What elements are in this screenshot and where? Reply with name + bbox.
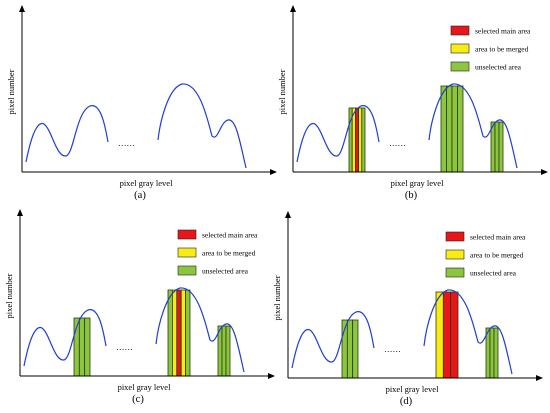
panel-caption: (c) (132, 394, 144, 405)
area-band (171, 289, 178, 377)
legend-swatch (177, 229, 197, 240)
legend-swatch (445, 249, 465, 260)
area-band (446, 85, 453, 173)
area-band (352, 319, 359, 379)
histogram-curve (291, 289, 513, 375)
area-band (457, 85, 464, 173)
area-band (498, 121, 504, 173)
y-axis-arrow (17, 209, 23, 216)
histogram-curve (25, 83, 247, 169)
x-axis-label: pixel gray level (391, 178, 445, 188)
area-band (489, 327, 495, 379)
histogram-curve (296, 83, 518, 169)
area-band (346, 319, 354, 379)
y-axis-label: pixel number (272, 275, 282, 320)
area-band (180, 289, 186, 377)
legend: selected main area area to be merged unsel… (177, 229, 258, 276)
x-axis-arrow (268, 373, 275, 379)
area-band (78, 317, 86, 377)
area-band (351, 107, 356, 173)
peak-bands (217, 325, 231, 377)
x-axis-label: pixel gray level (118, 382, 172, 392)
panel-caption: (b) (405, 190, 418, 201)
x-axis-arrow (536, 375, 543, 381)
peak-bands (167, 289, 191, 377)
legend-swatch (450, 25, 470, 36)
legend: selected main area area to be merged unsel… (450, 25, 531, 72)
area-band (84, 317, 91, 377)
area-band (361, 107, 366, 173)
area-band (493, 327, 499, 379)
legend-label: selected main area (470, 233, 526, 242)
histogram-curve (23, 287, 245, 373)
legend-swatch (450, 43, 470, 54)
x-axis-arrow (270, 169, 277, 175)
ellipsis-dots: …… (118, 138, 135, 148)
y-axis-arrow (285, 211, 291, 218)
panel-caption: (a) (134, 190, 146, 201)
panel-d: …… pixel gray level pixel number (d) selecte… (272, 211, 543, 407)
area-band (358, 107, 363, 173)
legend-label: selected main area (475, 27, 531, 36)
peak-bands (440, 85, 464, 173)
y-axis-arrow (290, 5, 296, 12)
y-axis-arrow (19, 5, 25, 12)
peak-bands (435, 291, 459, 379)
y-axis-label: pixel number (6, 69, 16, 114)
ellipsis-dots: …… (116, 342, 133, 352)
area-band (355, 107, 360, 173)
panel-caption: (d) (400, 396, 413, 407)
legend-swatch (450, 61, 470, 72)
area-band (167, 289, 173, 377)
area-band (440, 85, 447, 173)
area-band (450, 291, 459, 379)
legend-label: unselected area (475, 63, 522, 72)
x-axis-arrow (541, 169, 548, 175)
y-axis-label: pixel number (277, 69, 287, 114)
area-band (225, 325, 231, 377)
panel-a: …… pixel gray level pixel number (a) (6, 5, 277, 201)
area-band (435, 291, 444, 379)
area-band (451, 85, 458, 173)
x-axis-label: pixel gray level (386, 384, 440, 394)
legend-label: area to be merged (470, 251, 524, 260)
panel-c: …… pixel gray level pixel number (c) selecte… (4, 209, 275, 405)
legend-label: unselected area (470, 269, 517, 278)
area-band (442, 291, 452, 379)
legend-label: selected main area (202, 231, 258, 240)
area-band (221, 325, 227, 377)
legend-swatch (177, 247, 197, 258)
legend-swatch (445, 267, 465, 278)
legend-label: area to be merged (202, 249, 256, 258)
area-band (494, 121, 500, 173)
panel-b: …… pixel gray level pixel number (b) selecte… (277, 5, 548, 201)
ellipsis-dots: …… (389, 138, 406, 148)
legend: selected main area area to be merged unsel… (445, 231, 526, 278)
legend-label: unselected area (202, 267, 249, 276)
legend-label: area to be merged (475, 45, 529, 54)
ellipsis-dots: …… (384, 344, 401, 354)
y-axis-label: pixel number (4, 273, 14, 318)
legend-swatch (445, 231, 465, 242)
area-band (176, 289, 182, 377)
area-band (185, 289, 191, 377)
x-axis-label: pixel gray level (120, 178, 174, 188)
legend-swatch (177, 265, 197, 276)
peak-bands (490, 121, 504, 173)
peak-bands (485, 327, 499, 379)
